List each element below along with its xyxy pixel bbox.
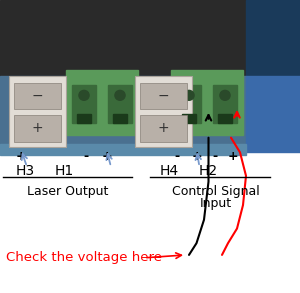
- Bar: [246, 76, 300, 152]
- Text: Input: Input: [200, 197, 232, 210]
- Text: H2: H2: [199, 164, 218, 178]
- Text: +: +: [158, 121, 169, 135]
- Bar: [218, 113, 232, 123]
- Bar: [246, 0, 300, 82]
- Text: H1: H1: [55, 164, 74, 178]
- Text: -: -: [83, 150, 88, 163]
- Bar: [14, 115, 61, 142]
- Text: +: +: [101, 150, 112, 163]
- Bar: [14, 83, 61, 109]
- Text: +: +: [32, 121, 43, 135]
- Bar: [0, 141, 300, 293]
- Bar: [77, 113, 91, 123]
- Bar: [0, 144, 246, 155]
- Bar: [66, 70, 138, 135]
- Bar: [178, 84, 200, 123]
- Circle shape: [220, 90, 230, 100]
- Text: -: -: [174, 150, 180, 163]
- Bar: [171, 70, 243, 135]
- Text: Laser Output: Laser Output: [27, 185, 108, 198]
- Text: H3: H3: [16, 164, 35, 178]
- Bar: [109, 84, 131, 123]
- Text: +: +: [16, 150, 26, 163]
- Text: H4: H4: [160, 164, 179, 178]
- Circle shape: [115, 90, 125, 100]
- Bar: [140, 115, 188, 142]
- Text: −: −: [32, 89, 43, 103]
- Bar: [0, 76, 246, 152]
- Text: +: +: [191, 150, 202, 163]
- Bar: [9, 76, 66, 146]
- Circle shape: [184, 90, 194, 100]
- Bar: [113, 113, 127, 123]
- Bar: [140, 83, 188, 109]
- Bar: [182, 113, 196, 123]
- Text: −: −: [158, 89, 169, 103]
- Bar: [214, 84, 236, 123]
- Text: -: -: [212, 150, 217, 163]
- Bar: [73, 84, 95, 123]
- Text: Check the voltage here: Check the voltage here: [6, 251, 162, 264]
- Circle shape: [79, 90, 89, 100]
- Text: +: +: [227, 150, 238, 163]
- Bar: [135, 76, 192, 146]
- Text: Control Signal: Control Signal: [172, 185, 260, 198]
- Bar: [0, 0, 246, 82]
